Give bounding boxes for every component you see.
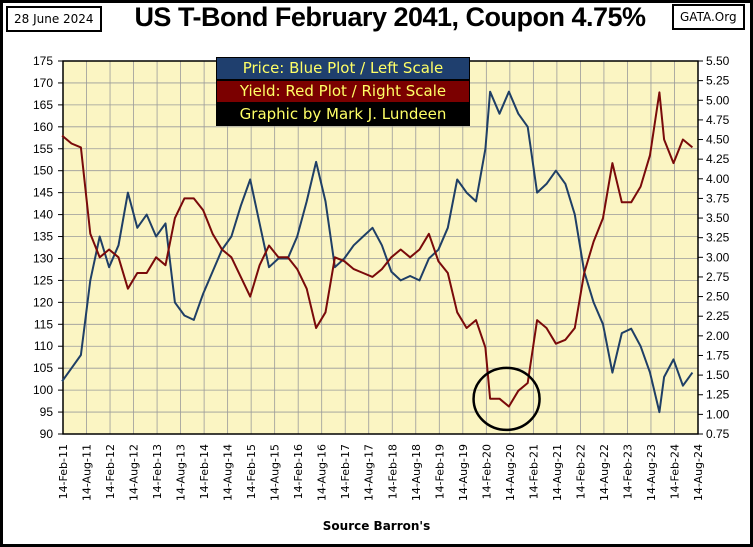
- right-tick-label: 4.50: [706, 133, 730, 147]
- x-tick-label: 14-Aug-16: [316, 444, 329, 501]
- left-tick-label: 105: [33, 361, 53, 375]
- left-tick-label: 140: [33, 208, 53, 222]
- right-tick-label: 4.25: [706, 152, 730, 166]
- right-tick-label: 3.25: [706, 231, 730, 245]
- x-tick-label: 14-Aug-24: [692, 444, 705, 501]
- right-tick-label: 5.25: [706, 74, 730, 88]
- right-tick-label: 2.75: [706, 270, 730, 284]
- left-tick-label: 115: [34, 317, 53, 331]
- left-tick-label: 135: [33, 230, 53, 244]
- x-tick-label: 14-Feb-13: [151, 444, 164, 499]
- x-tick-label: 14-Aug-22: [598, 444, 611, 501]
- right-tick-label: 1.00: [706, 407, 730, 421]
- right-tick-label: 4.75: [706, 113, 730, 127]
- x-tick-label: 14-Aug-18: [410, 444, 423, 501]
- left-tick-label: 165: [33, 98, 53, 112]
- right-tick-label: 3.50: [706, 211, 730, 225]
- x-tick-label: 14-Aug-17: [363, 444, 376, 501]
- yield-line: [61, 91, 694, 408]
- left-tick-label: 150: [33, 164, 53, 178]
- left-tick-label: 130: [33, 251, 53, 265]
- left-tick-label: 145: [33, 186, 53, 200]
- x-tick-label: 14-Feb-19: [433, 444, 446, 499]
- x-tick-label: 14-Aug-23: [645, 444, 658, 501]
- right-tick-label: 3.00: [706, 250, 730, 264]
- legend-price: Price: Blue Plot / Left Scale: [216, 57, 470, 80]
- right-tick-label: 0.75: [706, 427, 730, 441]
- right-tick-label: 2.00: [706, 329, 730, 343]
- right-tick-label: 4.00: [706, 172, 730, 186]
- x-tick-label: 14-Feb-11: [57, 444, 70, 499]
- x-tick-label: 14-Feb-14: [198, 444, 211, 499]
- right-tick-label: 5.00: [706, 93, 730, 107]
- left-tick-label: 170: [33, 76, 53, 90]
- legend-yield: Yield: Red Plot / Right Scale: [216, 80, 470, 103]
- left-tick-label: 120: [33, 295, 53, 309]
- x-tick-label: 14-Aug-15: [269, 444, 282, 501]
- left-tick-label: 110: [34, 339, 53, 353]
- x-tick-label: 14-Feb-18: [386, 444, 399, 499]
- date-label: 28 June 2024: [6, 6, 102, 32]
- x-tick-label: 14-Feb-23: [621, 444, 634, 499]
- left-tick-label: 155: [33, 142, 53, 156]
- left-tick-label: 160: [33, 120, 53, 134]
- right-tick-label: 2.50: [706, 290, 730, 304]
- right-tick-label: 1.75: [706, 348, 730, 362]
- right-tick-label: 1.50: [706, 368, 730, 382]
- x-tick-label: 14-Feb-12: [104, 444, 117, 499]
- legend-credit: Graphic by Mark J. Lundeen: [216, 103, 470, 126]
- right-tick-label: 3.75: [706, 191, 730, 205]
- x-tick-label: 14-Feb-20: [480, 444, 493, 499]
- x-tick-label: 14-Aug-21: [551, 444, 564, 501]
- x-tick-label: 14-Feb-16: [292, 444, 305, 499]
- left-tick-label: 90: [40, 427, 54, 441]
- x-axis-label: Source Barron's: [322, 519, 431, 533]
- x-tick-label: 14-Feb-22: [574, 444, 587, 499]
- x-tick-label: 14-Feb-24: [668, 444, 681, 499]
- right-tick-label: 2.25: [706, 309, 730, 323]
- x-tick-label: 14-Feb-15: [245, 444, 258, 499]
- chart-title: US T-Bond February 2041, Coupon 4.75%: [134, 2, 646, 32]
- right-tick-label: 5.50: [706, 54, 730, 68]
- x-tick-label: 14-Aug-19: [457, 444, 470, 501]
- left-tick-label: 125: [33, 273, 53, 287]
- left-tick-label: 95: [40, 405, 54, 419]
- right-tick-label: 1.25: [706, 388, 730, 402]
- x-tick-label: 14-Aug-12: [128, 444, 141, 501]
- x-tick-label: 14-Aug-14: [222, 444, 235, 501]
- x-tick-label: 14-Feb-21: [527, 444, 540, 499]
- x-tick-label: 14-Aug-11: [81, 444, 94, 501]
- annotation-circle: [472, 366, 541, 432]
- left-tick-label: 175: [33, 54, 53, 68]
- x-tick-label: 14-Aug-20: [504, 444, 517, 501]
- left-tick-label: 100: [33, 383, 53, 397]
- site-label: GATA.Org: [672, 4, 745, 30]
- x-tick-label: 14-Feb-17: [339, 444, 352, 499]
- x-tick-label: 14-Aug-13: [175, 444, 188, 501]
